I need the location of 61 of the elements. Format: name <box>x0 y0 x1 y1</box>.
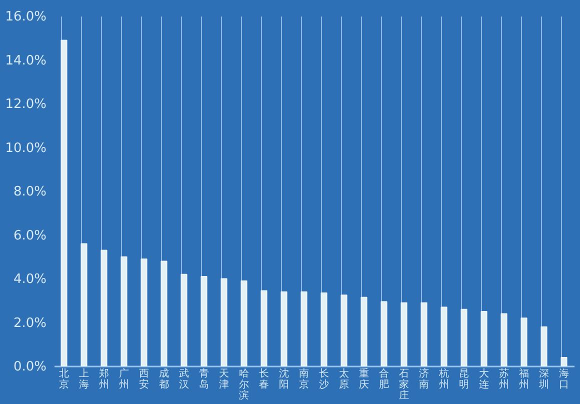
x-tick-label: 石家庄 <box>399 368 409 402</box>
x-tick-label: 上海 <box>79 368 89 390</box>
x-tick-label: 沈阳 <box>279 368 289 390</box>
x-tick-label: 大连 <box>479 368 489 390</box>
x-tick-label: 长沙 <box>319 368 329 390</box>
x-tick-label: 成都 <box>159 368 169 390</box>
bar <box>520 318 528 366</box>
bar <box>220 278 228 366</box>
bar <box>60 40 68 366</box>
bar <box>340 294 348 366</box>
x-tick-label: 哈尔滨 <box>239 368 249 402</box>
x-tick-label: 长春 <box>259 368 269 390</box>
x-tick-label: 福州 <box>519 368 529 390</box>
x-tick-label: 北京 <box>59 368 69 390</box>
bar <box>100 250 108 366</box>
bar <box>300 291 308 366</box>
x-tick-label: 郑州 <box>99 368 109 390</box>
x-tick-label: 济南 <box>419 368 429 390</box>
bar <box>140 258 148 366</box>
bar <box>420 302 428 366</box>
bar <box>80 243 88 366</box>
x-tick-label: 杭州 <box>438 368 449 390</box>
x-tick-label: 深圳 <box>538 368 549 390</box>
bar <box>280 291 288 366</box>
x-tick-label: 天津 <box>219 368 229 390</box>
bar <box>380 301 388 366</box>
bar <box>240 280 248 366</box>
bar <box>540 326 548 366</box>
bar <box>320 292 328 366</box>
y-tick-label: 4.0% <box>13 272 46 287</box>
bar <box>260 290 268 366</box>
bar <box>180 274 188 366</box>
bar <box>560 357 568 366</box>
x-tick-label: 太原 <box>339 368 349 390</box>
bar <box>460 308 468 366</box>
y-tick-label: 2.0% <box>13 316 46 331</box>
bar <box>400 302 408 366</box>
bar <box>480 311 488 366</box>
bar <box>200 276 208 366</box>
y-tick-label: 12.0% <box>5 97 46 112</box>
y-tick-label: 0.0% <box>13 360 46 374</box>
y-tick-label: 6.0% <box>13 228 46 244</box>
bar <box>500 313 508 366</box>
x-tick-label: 海口 <box>559 368 569 390</box>
x-tick-label: 武汉 <box>179 368 189 390</box>
x-tick-label: 合肥 <box>379 368 389 390</box>
bar <box>160 260 168 366</box>
x-tick-label: 重庆 <box>359 368 369 390</box>
bar <box>120 256 128 366</box>
bar <box>360 296 368 366</box>
x-tick-label: 苏州 <box>499 368 509 390</box>
y-tick-label: 10.0% <box>5 140 46 156</box>
x-tick-label: 西安 <box>139 368 149 390</box>
y-tick-label: 8.0% <box>13 184 46 200</box>
bar <box>440 306 448 366</box>
y-tick-label: 14.0% <box>5 53 46 68</box>
y-tick-label: 16.0% <box>5 10 46 24</box>
x-tick-label: 广州 <box>119 368 129 390</box>
x-tick-label: 昆明 <box>459 368 469 390</box>
x-tick-label: 青岛 <box>199 368 209 390</box>
x-tick-label: 南京 <box>299 368 309 390</box>
